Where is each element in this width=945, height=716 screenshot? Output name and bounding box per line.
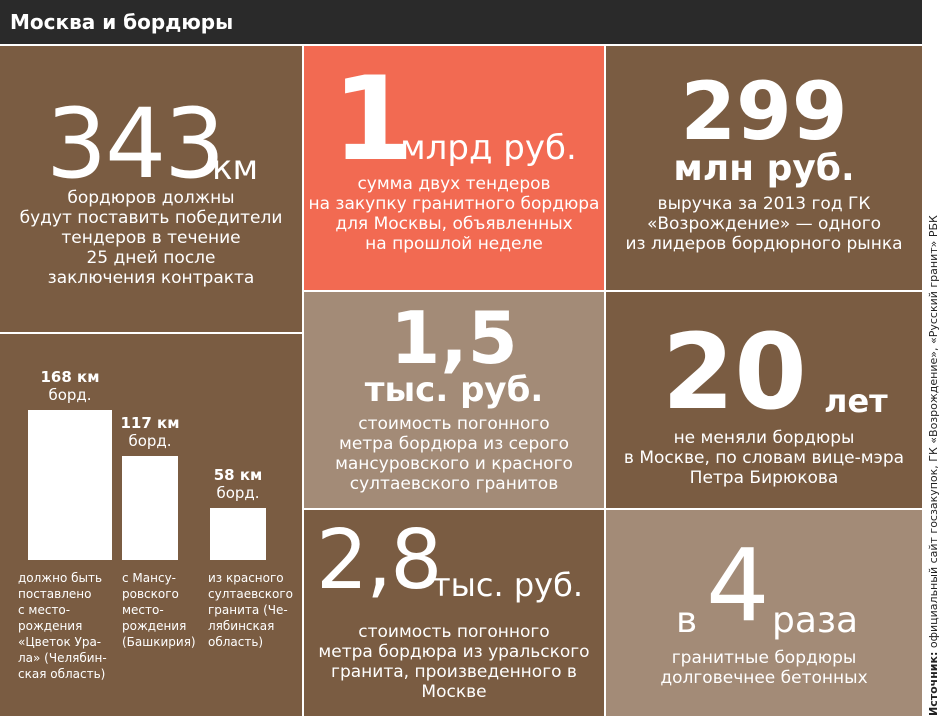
unit-tys: тыс. руб. [432,566,583,604]
header-bar: Москва и бордюры [0,0,922,44]
bar-2 [122,456,178,560]
caption-20: не меняли бордюры в Москве, по словам ви… [623,428,905,488]
big-number: 2,8 [316,513,442,608]
bar-chart: 168 км борд. должно быть поставлено с место-… [0,334,302,716]
bar-caption-1: должно быть поставлено с место-рождения «Цв… [18,571,107,681]
tile-4-times: в 4 раза гранитные бордюры долговечнее б… [606,510,922,716]
source-text: официальный сайт госзакупок, ГК «Возрожд… [927,215,940,652]
unit-mln: млн руб. [673,148,855,189]
caption-1-5: стоимость погонного метра бордюра из сер… [335,414,573,494]
caption-343: бордюров должны будут поставить победите… [19,188,283,288]
unit-km: км [212,148,259,188]
big-number: 343 [46,94,225,194]
prefix-v: в [676,600,698,641]
source-label: Источник: [927,651,940,716]
tile-20-years: 20 лет не меняли бордюры в Москве, по сл… [606,292,922,508]
caption-299: выручка за 2013 год ГК «Возрождение» — о… [625,194,903,254]
number-343: 343 [46,88,225,200]
bar-value-label-3: 58 км борд. [213,466,263,502]
bar-3 [210,508,266,560]
bar-caption-2: с Мансу-ровского место-рождения (Башкирия) [122,571,196,649]
tile-1-5-thousand: 1,5 тыс. руб. стоимость погонного метра … [304,292,604,508]
big-number: 20 [662,311,807,433]
tile-299-million: 299 млн руб. выручка за 2013 год ГК «Воз… [606,46,922,290]
big-number: 1,5 [390,296,518,380]
tile-343-km: 343 км бордюров должны будут поставить п… [0,46,302,332]
caption-4: гранитные бордюры долговечнее бетонных [660,648,868,688]
bar-1 [28,410,112,560]
bar-value-label-2: 117 км борд. [120,414,180,450]
unit-let: лет [824,382,888,420]
unit-tys: тыс. руб. [364,370,544,410]
tile-1-billion: 1 млрд руб. сумма двух тендеров на закуп… [304,46,604,290]
caption-1-billion: сумма двух тендеров на закупку гранитног… [308,174,600,254]
caption-2-8: стоимость погонного метра бордюра из ура… [318,622,590,702]
tile-bar-chart: 168 км борд. должно быть поставлено с место-… [0,334,302,716]
tile-2-8-thousand: 2,8 тыс. руб. стоимость погонного метра … [304,510,604,716]
bar-caption-3: из красного султаевского гранита (Че-лябин… [208,571,294,649]
unit-raza: раза [772,600,859,641]
big-number: 4 [706,527,770,644]
unit-mlrd: млрд руб. [400,128,577,168]
page-title: Москва и бордюры [10,10,234,34]
big-number: 299 [680,65,848,158]
big-number: 1 [332,52,413,187]
bar-value-label-1: 168 км борд. [40,368,100,404]
source-note: Источник: официальный сайт госзакупок, Г… [926,16,942,716]
